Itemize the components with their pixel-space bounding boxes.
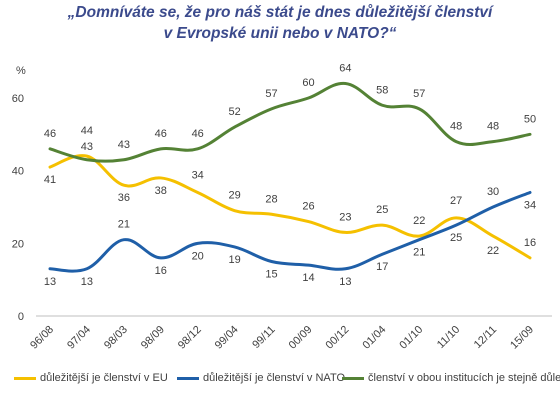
legend-swatch-both [342,376,364,380]
data-label-eu: 22 [413,215,425,227]
x-tick-label: 00/09 [287,324,315,352]
data-label-both: 52 [228,106,240,118]
data-label-eu: 41 [44,174,56,186]
data-label-both: 43 [118,139,130,151]
data-label-both: 60 [302,77,314,89]
data-label-both: 57 [265,88,277,100]
data-label-nato: 20 [192,250,204,262]
data-label-both: 50 [524,113,536,125]
data-label-eu: 36 [118,192,130,204]
legend-label-both: členství v obou institucích je stejně dů… [368,372,560,384]
data-label-eu: 28 [265,193,277,205]
data-label-eu: 22 [487,245,499,257]
data-label-both: 46 [44,128,56,140]
x-tick-label: 96/08 [28,324,56,352]
legend-swatch-eu [14,376,36,380]
legend-swatch-nato [177,376,199,380]
chart-title-line-2: v Evropské unii nebo v NATO?“ [163,25,397,42]
data-label-both: 48 [450,121,462,133]
data-label-both: 48 [487,121,499,133]
data-label-nato: 13 [44,276,56,288]
chart-title: „Domníváte se, že pro náš stát je dnes d… [0,2,560,44]
data-label-both: 46 [192,128,204,140]
data-label-eu: 16 [524,237,536,249]
data-label-both: 46 [155,128,167,140]
data-label-eu: 25 [376,204,388,216]
y-tick-label: 60 [12,93,24,105]
x-tick-label: 12/11 [472,324,499,351]
legend-item-both: členství v obou institucích je stejně dů… [342,372,560,384]
series-line-nato [48,190,532,273]
x-tick-label: 99/11 [250,324,277,351]
line-chart: % 0 20 40 60 96/08 97/04 98/03 98/09 98/12 99/04… [12,62,552,352]
data-label-both: 43 [81,141,93,153]
data-label-both: 58 [376,84,388,96]
y-axis-unit: % [16,65,26,77]
x-tick-label: 98/12 [176,324,204,352]
series-line-eu [48,154,532,260]
data-label-nato: 34 [524,199,536,211]
data-label-eu: 26 [302,201,314,213]
data-label-nato: 21 [413,247,425,259]
data-label-eu: 29 [228,190,240,202]
data-label-nato: 14 [302,272,314,284]
x-tick-label: 01/04 [360,324,388,352]
legend: důležitější je členství v EU důležitější… [0,372,560,390]
x-tick-label: 98/03 [102,324,130,352]
series-line-both [48,81,532,163]
legend-label-eu: důležitější je členství v EU [40,372,168,384]
x-axis-ticks: 96/08 97/04 98/03 98/09 98/12 99/04 99/11 00/09… [28,324,536,352]
x-tick-label: 99/04 [213,324,241,352]
data-label-eu: 34 [192,169,204,181]
data-label-eu: 27 [450,195,462,207]
x-tick-label: 01/10 [397,324,425,352]
data-label-eu: 44 [81,125,93,137]
data-label-nato: 13 [339,276,351,288]
data-labels: 41 44 36 38 34 29 28 26 23 25 22 27 22 16 13 13 21 16 20 19… [44,62,536,287]
data-label-nato: 13 [81,276,93,288]
data-label-eu: 38 [155,185,167,197]
y-tick-label: 0 [18,311,24,323]
data-label-nato: 21 [118,219,130,231]
chart-title-line-1: „Domníváte se, že pro náš stát je dnes d… [67,4,493,21]
legend-item-eu: důležitější je členství v EU [14,372,168,384]
x-tick-label: 15/09 [508,324,536,352]
legend-label-nato: důležitější je členství v NATO [203,372,346,384]
data-label-nato: 17 [376,261,388,273]
x-tick-label: 00/12 [324,324,352,352]
x-tick-label: 97/04 [65,324,93,352]
data-label-eu: 23 [339,211,351,223]
x-tick-label: 11/10 [435,324,462,351]
data-label-both: 64 [339,62,351,74]
series-lines [48,81,532,273]
data-label-nato: 16 [155,265,167,277]
data-label-nato: 15 [265,269,277,281]
data-label-nato: 30 [487,186,499,198]
data-label-nato: 25 [450,232,462,244]
data-label-nato: 19 [228,254,240,266]
y-tick-label: 40 [12,166,24,178]
legend-item-nato: důležitější je členství v NATO [177,372,345,384]
x-tick-label: 98/09 [139,324,167,352]
y-tick-label: 20 [12,238,24,250]
y-axis-ticks: 0 20 40 60 [12,93,24,323]
data-label-both: 57 [413,88,425,100]
